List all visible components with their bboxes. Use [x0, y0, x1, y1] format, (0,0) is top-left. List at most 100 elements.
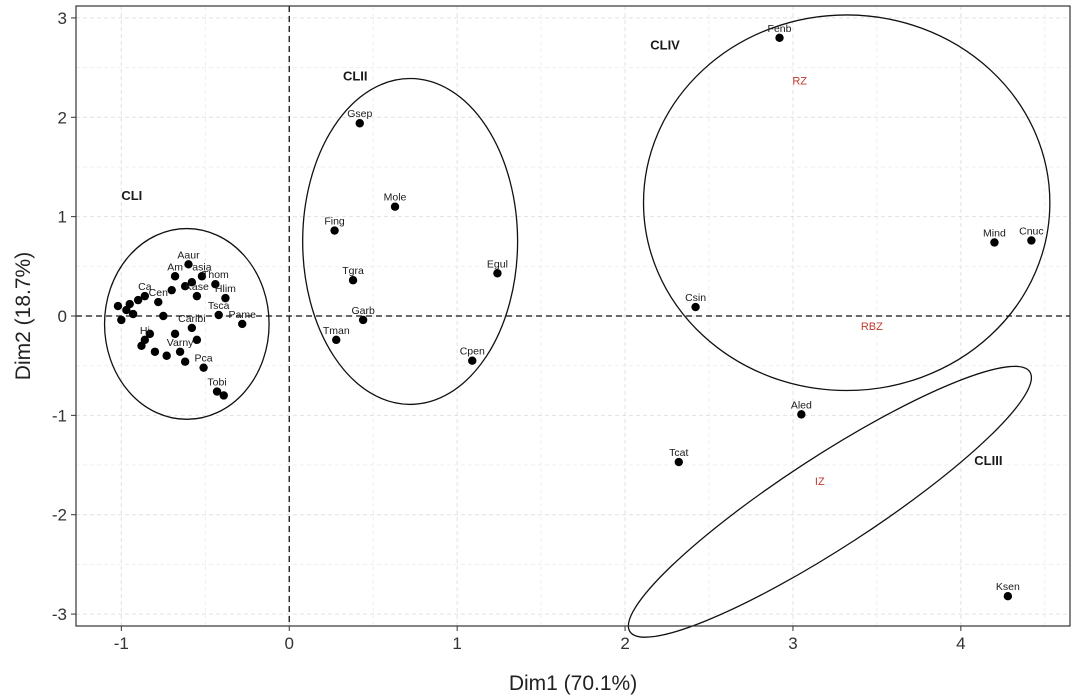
x-axis-title: Dim1 (70.1%) [509, 672, 637, 695]
y-tick-label: 2 [58, 108, 67, 127]
point-label: Kase [185, 281, 209, 293]
data-point [167, 285, 176, 295]
data-point [175, 347, 185, 356]
data-point [192, 291, 202, 301]
data-point [125, 299, 134, 309]
zone-label: RZ [792, 75, 807, 87]
data-point [990, 238, 999, 247]
cluster-ellipse-cliii [627, 365, 1033, 638]
y-axis-ticks: -3 -2 -1 0 1 2 3 [52, 9, 76, 624]
reference-lines [76, 6, 1070, 626]
data-point [184, 260, 193, 269]
point-label: Aaur [177, 249, 200, 261]
point-labels: Fenb Mind Cnuc Csin Aled Tcat Ksen Gsep Mole Fing… [138, 23, 1044, 593]
point-label: Varny [167, 337, 194, 349]
zone-label: RBZ [861, 321, 883, 333]
point-label: Thom [202, 269, 229, 281]
point-label: Pame [229, 309, 257, 321]
cluster-ellipse-cli [103, 227, 270, 420]
x-axis-ticks: -1 0 1 2 3 4 [114, 626, 966, 653]
x-tick-label: 0 [285, 634, 294, 653]
data-points [113, 33, 1036, 601]
point-label: Tsca [208, 300, 230, 312]
annotations: CLI CLII CLIII CLIV RZ RBZ IZ [121, 38, 1002, 488]
data-point [187, 278, 197, 287]
data-point [775, 33, 784, 42]
point-label: Mole [384, 192, 407, 204]
data-point [187, 323, 197, 333]
y-tick-label: -1 [52, 406, 67, 425]
cluster-ellipse-clii [302, 77, 519, 406]
data-point [170, 329, 180, 339]
data-point [180, 281, 190, 291]
point-label: Tman [323, 325, 350, 337]
cluster-label: CLIII [974, 453, 1002, 468]
point-label: Cnuc [1019, 225, 1044, 237]
point-label: Tcat [669, 447, 688, 459]
cluster-ellipses [103, 14, 1051, 638]
data-point [117, 315, 126, 325]
x-tick-label: 1 [452, 634, 461, 653]
y-tick-label: 3 [58, 9, 67, 28]
data-point [221, 293, 230, 303]
data-point [691, 302, 700, 312]
data-point [219, 391, 228, 400]
y-axis-title: Dim2 (18.7%) [12, 252, 35, 380]
point-label: Gsep [347, 108, 372, 120]
data-point [113, 301, 123, 311]
point-label: Garb [351, 305, 375, 317]
cluster-label: CLI [121, 188, 142, 203]
data-point [330, 226, 339, 235]
point-label: Cpen [460, 346, 485, 358]
data-point [140, 291, 150, 301]
point-label: Am [167, 261, 183, 273]
point-label: Caribi [178, 313, 205, 325]
y-tick-label: -3 [52, 605, 67, 624]
x-tick-label: -1 [114, 634, 129, 653]
point-label: Hlim [215, 283, 236, 295]
y-tick-label: -2 [52, 506, 67, 525]
point-label: Aled [791, 399, 812, 411]
data-point [1003, 591, 1013, 601]
data-point [150, 347, 160, 356]
point-label: Egul [487, 258, 508, 270]
point-label: asia [192, 261, 211, 273]
data-point [1027, 236, 1036, 245]
cluster-label: CLIV [650, 38, 680, 53]
zone-label: IZ [815, 476, 825, 488]
point-label: Pca [195, 353, 213, 365]
y-tick-label: 1 [58, 208, 67, 227]
data-point [192, 335, 202, 345]
point-label: Ksen [996, 581, 1020, 593]
data-point [390, 202, 400, 211]
data-point [162, 351, 171, 360]
data-point [180, 357, 190, 366]
point-label: Fenb [768, 23, 792, 35]
data-point [212, 387, 222, 396]
x-tick-label: 4 [956, 634, 965, 653]
data-point [214, 310, 223, 320]
cluster-ellipse-cliv [642, 14, 1051, 392]
data-point [358, 315, 368, 325]
data-point [674, 457, 683, 467]
data-point [170, 272, 180, 281]
data-point [211, 280, 220, 289]
cluster-label: CLII [343, 69, 368, 84]
plot-panel: Fenb Mind Cnuc Csin Aled Tcat Ksen Gsep Mole Fing… [75, 5, 1071, 638]
data-point [493, 269, 502, 278]
point-label: Tgra [342, 265, 364, 277]
point-label: Hi [140, 325, 150, 337]
data-point [238, 319, 247, 329]
data-point [154, 297, 163, 307]
data-point [468, 356, 477, 365]
data-point [348, 276, 358, 285]
point-label: Csin [685, 292, 706, 304]
data-point [159, 311, 168, 321]
data-point [197, 272, 207, 281]
data-point [797, 410, 806, 419]
data-point [137, 341, 146, 351]
point-label: Cen [149, 287, 168, 299]
data-point [128, 309, 138, 319]
point-label: Mind [983, 227, 1006, 239]
